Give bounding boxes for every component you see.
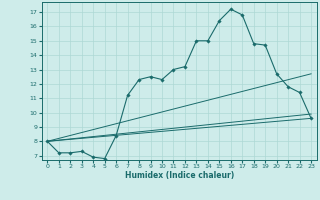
X-axis label: Humidex (Indice chaleur): Humidex (Indice chaleur) [124,171,234,180]
